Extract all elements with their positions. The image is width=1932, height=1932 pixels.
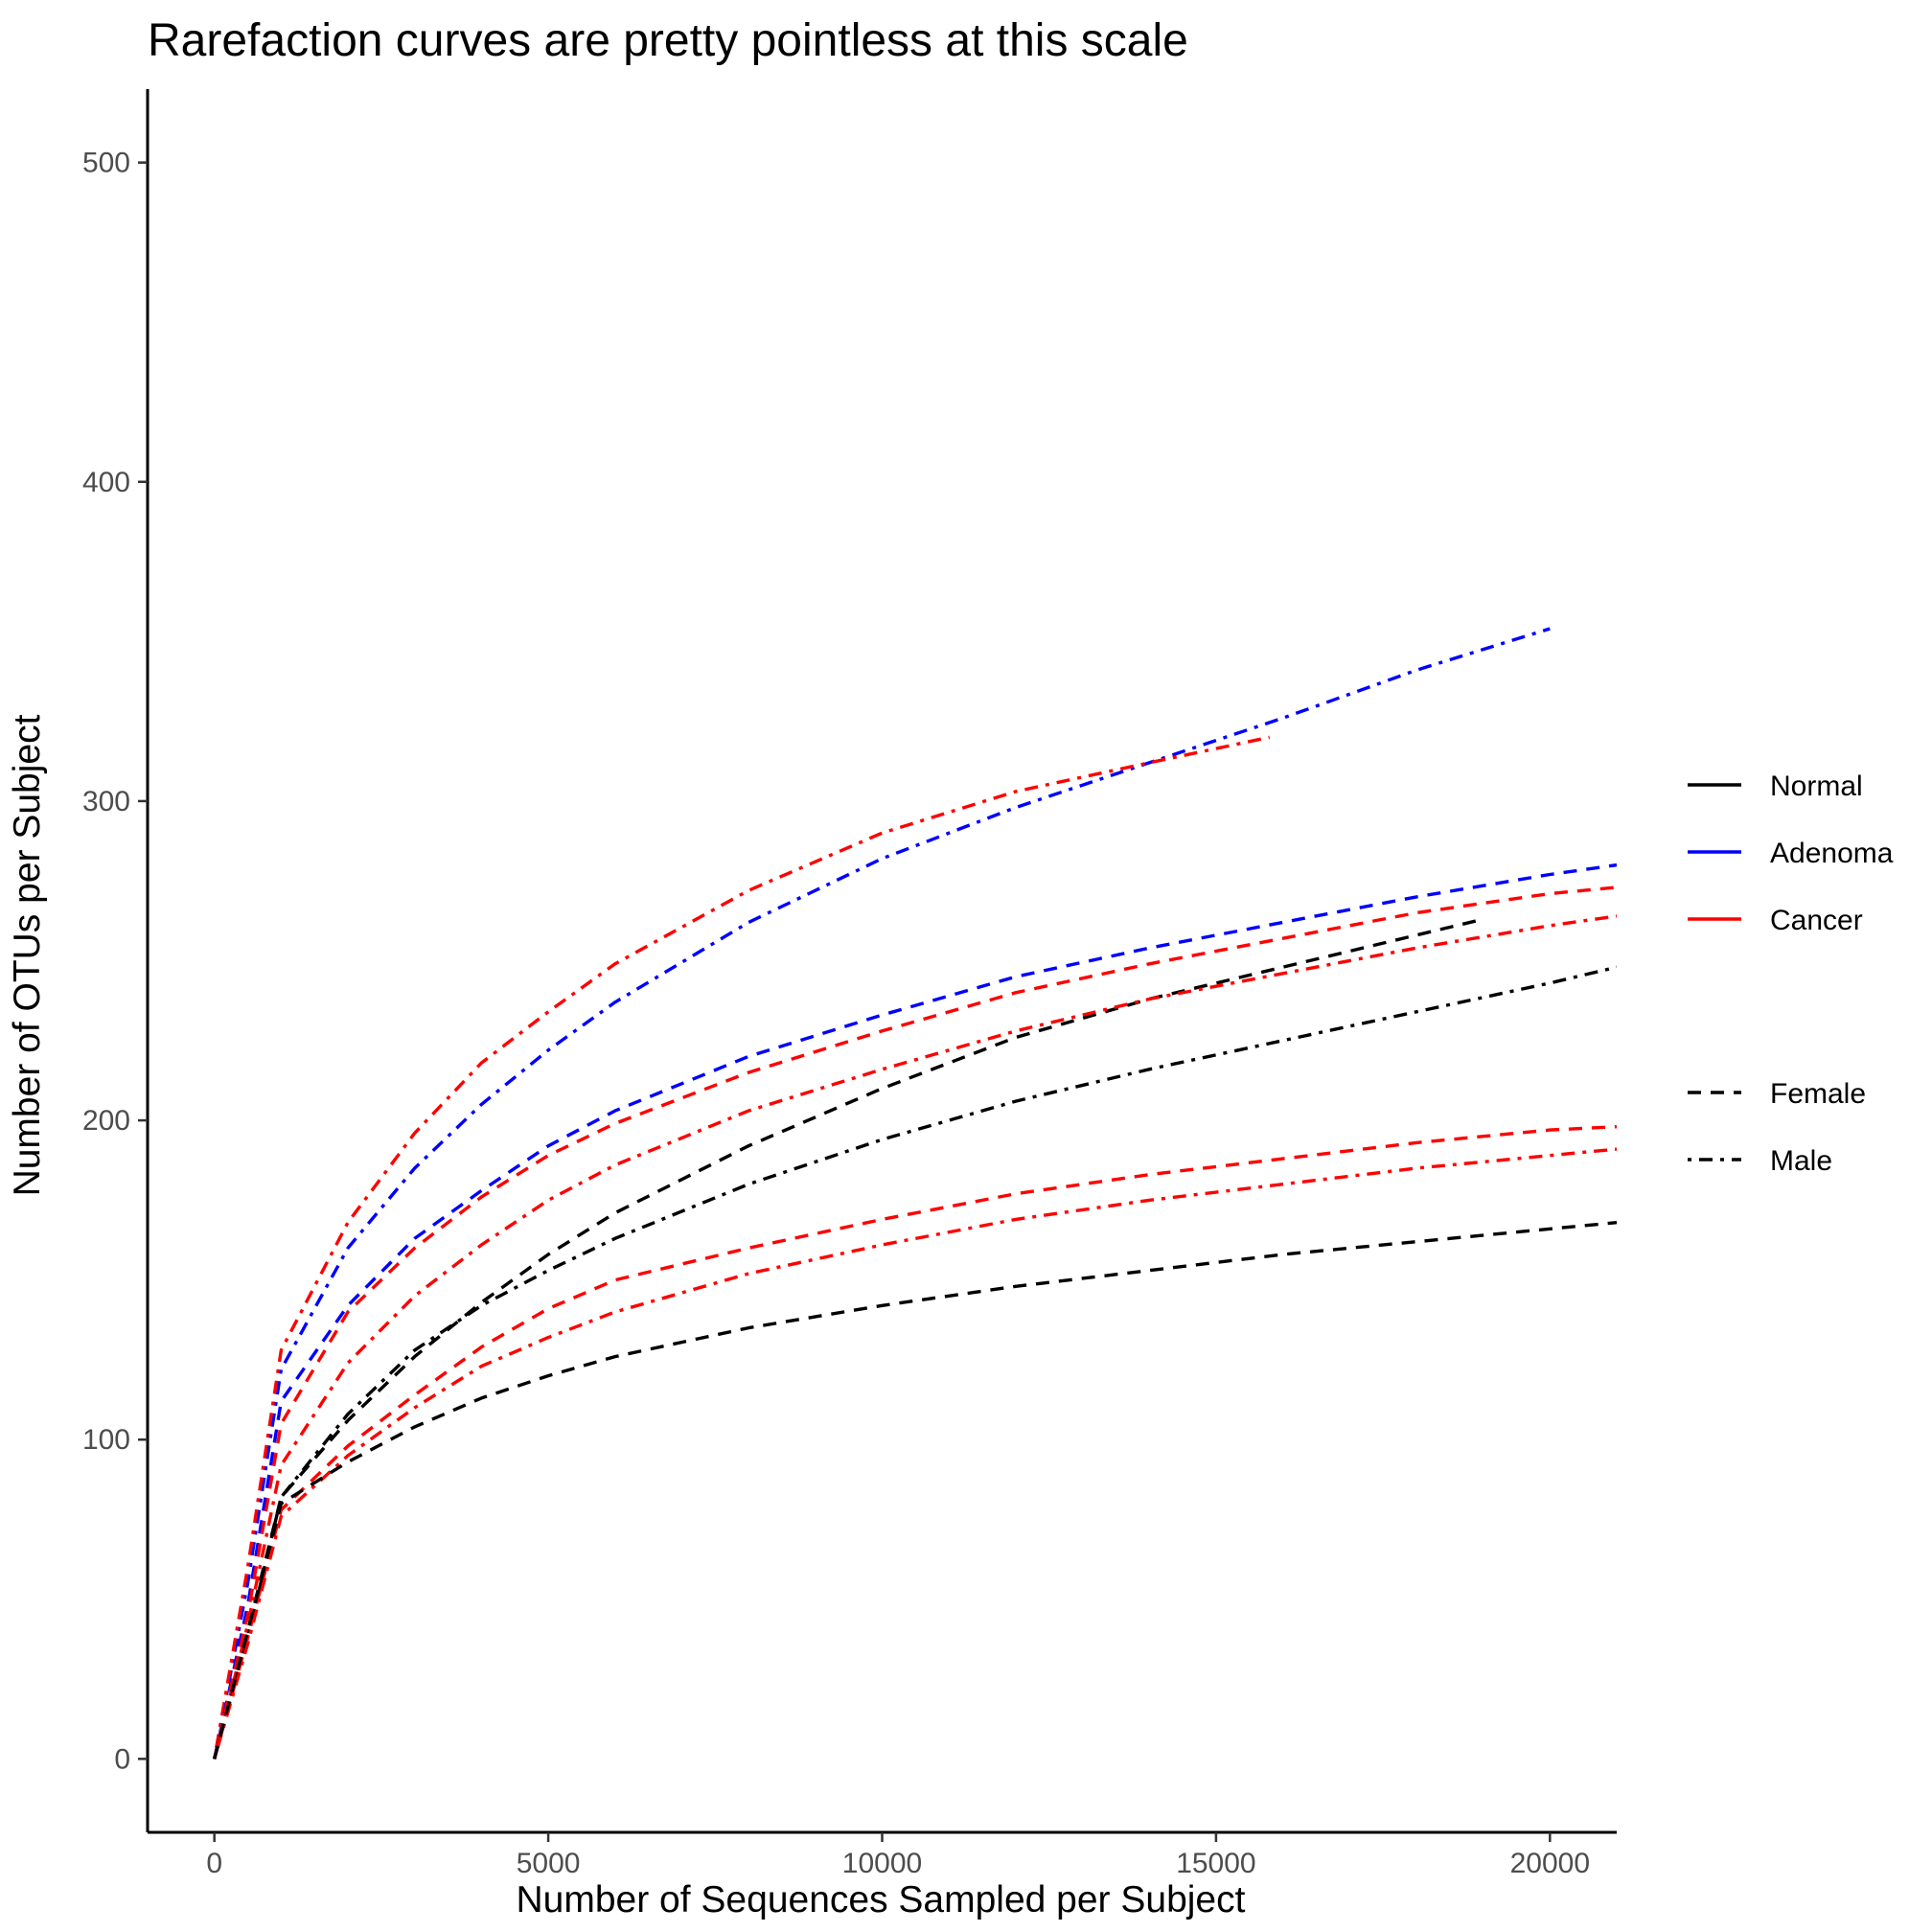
x-tick-label: 20000 xyxy=(1510,1848,1590,1879)
x-tick-label: 5000 xyxy=(517,1848,581,1879)
legend-label-adenoma: Adenoma xyxy=(1770,838,1894,869)
series-line-normal-male-6 xyxy=(213,965,1617,1760)
legend-label-normal: Normal xyxy=(1770,770,1863,802)
axes xyxy=(146,89,1617,1834)
x-axis-ticks: 0 5000 10000 15000 20000 xyxy=(206,1832,1590,1879)
x-tick-label: 15000 xyxy=(1176,1848,1255,1879)
plot-lines xyxy=(213,627,1617,1760)
y-axis-ticks: 0 100 200 300 400 500 xyxy=(82,148,148,1775)
legend-label-male: Male xyxy=(1770,1145,1832,1177)
x-tick-label: 0 xyxy=(206,1848,222,1879)
y-tick-label: 0 xyxy=(114,1743,130,1775)
y-tick-label: 200 xyxy=(82,1105,130,1137)
series-line-normal-female-4 xyxy=(213,917,1484,1760)
series-line-cancer-male-8 xyxy=(213,1147,1617,1760)
series-line-cancer-female-7 xyxy=(213,1125,1617,1760)
y-tick-label: 500 xyxy=(82,148,130,179)
y-tick-label: 100 xyxy=(82,1424,130,1456)
series-line-cancer-female-3 xyxy=(213,886,1617,1760)
series-line-adenoma-female-2 xyxy=(213,862,1617,1760)
series-line-cancer-male-1 xyxy=(213,735,1271,1760)
y-tick-label: 300 xyxy=(82,786,130,817)
series-line-normal-female-9 xyxy=(213,1221,1617,1760)
legend-label-female: Female xyxy=(1770,1078,1866,1110)
y-tick-label: 400 xyxy=(82,467,130,498)
legend: Normal Adenoma Cancer Female Male xyxy=(1688,770,1894,1177)
x-axis-title: Number of Sequences Sampled per Subject xyxy=(517,1879,1246,1920)
chart-title: Rarefaction curves are pretty pointless … xyxy=(148,15,1188,66)
legend-label-cancer: Cancer xyxy=(1770,905,1863,936)
series-line-cancer-male-5 xyxy=(213,914,1617,1760)
x-tick-label: 10000 xyxy=(842,1848,922,1879)
y-axis-title: Number of OTUs per Subject xyxy=(7,714,48,1196)
series-line-adenoma-male-0 xyxy=(213,627,1551,1760)
